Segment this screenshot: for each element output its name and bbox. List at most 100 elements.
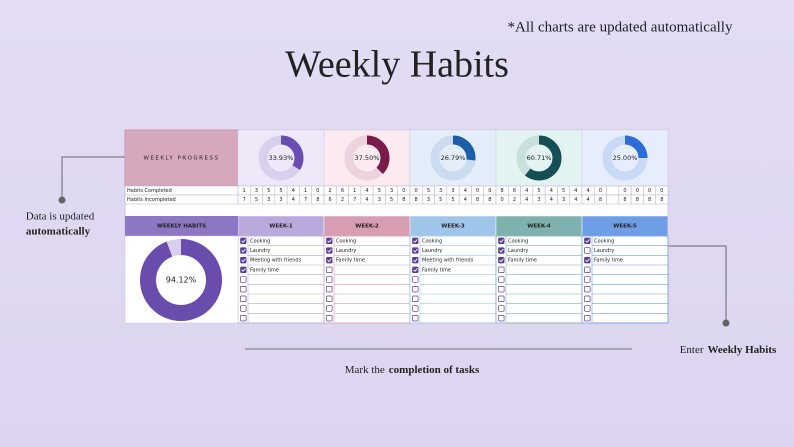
checkbox	[498, 247, 505, 254]
check	[499, 258, 504, 263]
checkbox	[412, 257, 419, 264]
check	[241, 258, 246, 263]
task-label: Meeting with friends	[422, 258, 474, 264]
annotation-right: Enter Weekly Habits	[680, 344, 777, 356]
count: 5	[562, 188, 565, 194]
week-list	[495, 235, 583, 324]
count: 0	[660, 188, 663, 194]
count: 1	[353, 188, 356, 194]
count: 0	[623, 188, 626, 194]
check	[241, 248, 246, 253]
checkbox	[326, 305, 333, 312]
note: *All charts are updated automatically	[508, 19, 733, 35]
checkbox	[412, 295, 419, 302]
week-header-label: WEEK-3	[441, 224, 465, 230]
check	[499, 239, 504, 243]
check	[241, 239, 246, 243]
check	[327, 239, 332, 243]
annotation-bold: Weekly Habits	[708, 344, 777, 356]
checkbox	[326, 237, 333, 244]
count: 6	[341, 188, 344, 194]
row-label: Habits Incompleted	[127, 197, 176, 203]
check	[499, 248, 504, 253]
donut-arc	[344, 135, 390, 181]
count: 8	[488, 197, 491, 203]
checkbox	[584, 237, 591, 244]
habits-label: WEEKLY HABITS	[157, 224, 206, 230]
checkbox	[326, 315, 333, 322]
annotation-left-bold: automatically	[26, 226, 91, 238]
checkbox	[584, 247, 591, 254]
task-label: Cooking	[594, 238, 614, 244]
count: 1	[243, 188, 246, 194]
count: 8	[648, 197, 651, 203]
week-list	[409, 235, 497, 324]
checkbox	[326, 247, 333, 254]
annotation-text: Mark the	[345, 364, 385, 376]
checkbox	[584, 266, 591, 273]
count: 5	[267, 188, 270, 194]
checkbox	[584, 305, 591, 312]
task-label: Laundry	[422, 248, 442, 254]
task-label: Family time	[594, 258, 623, 264]
task-label: Laundry	[594, 248, 614, 254]
count: 3	[439, 188, 442, 194]
checkbox	[240, 247, 247, 254]
week-list	[581, 235, 669, 324]
checkbox	[240, 315, 247, 322]
check	[241, 268, 246, 272]
checkbox	[326, 266, 333, 273]
checkbox	[584, 315, 591, 322]
count: 5	[279, 188, 282, 194]
week-header-label: WEEK-1	[269, 224, 293, 230]
annotation-bold: completion of tasks	[389, 364, 480, 376]
count: 3	[267, 197, 270, 203]
checkbox	[498, 315, 505, 322]
count: 0	[648, 188, 651, 194]
check	[585, 258, 590, 263]
donut-arc	[602, 135, 648, 181]
count: 3	[255, 188, 258, 194]
count: 8	[636, 197, 639, 203]
task-label: Cooking	[336, 238, 356, 244]
annotation-left: Data is updated	[26, 211, 95, 223]
donut-arc	[258, 135, 304, 181]
checkbox	[240, 305, 247, 312]
count: 3	[390, 188, 393, 194]
task-label: Cooking	[250, 238, 270, 244]
checkbox	[498, 237, 505, 244]
count: 3	[451, 188, 454, 194]
count: 0	[316, 188, 319, 194]
checkbox	[584, 295, 591, 302]
count: 0	[488, 188, 491, 194]
donut-label: 26.79%	[441, 154, 466, 162]
count-cell	[606, 194, 620, 205]
count: 4	[525, 197, 528, 203]
checkbox	[412, 266, 419, 273]
count: 8	[316, 197, 319, 203]
checkbox	[326, 257, 333, 264]
count: 5	[255, 197, 258, 203]
count: 7	[353, 197, 356, 203]
checkbox	[584, 257, 591, 264]
task-label: Cooking	[422, 238, 442, 244]
donut-label: 37.50%	[355, 154, 380, 162]
title: Weekly Habits	[285, 44, 509, 86]
donut-arc	[516, 135, 562, 181]
count: 7	[304, 197, 307, 203]
connector-dot	[58, 196, 66, 204]
task-label: Cooking	[508, 238, 528, 244]
checkbox	[498, 286, 505, 293]
check	[413, 239, 418, 243]
count: 4	[292, 197, 295, 203]
count: 0	[599, 188, 602, 194]
check	[327, 248, 332, 253]
count: 3	[279, 197, 282, 203]
checkbox	[326, 276, 333, 283]
task-label: Family time	[336, 258, 365, 264]
count: 0	[402, 188, 405, 194]
task-label: Laundry	[250, 248, 270, 254]
count: 5	[439, 197, 442, 203]
checkbox	[412, 247, 419, 254]
